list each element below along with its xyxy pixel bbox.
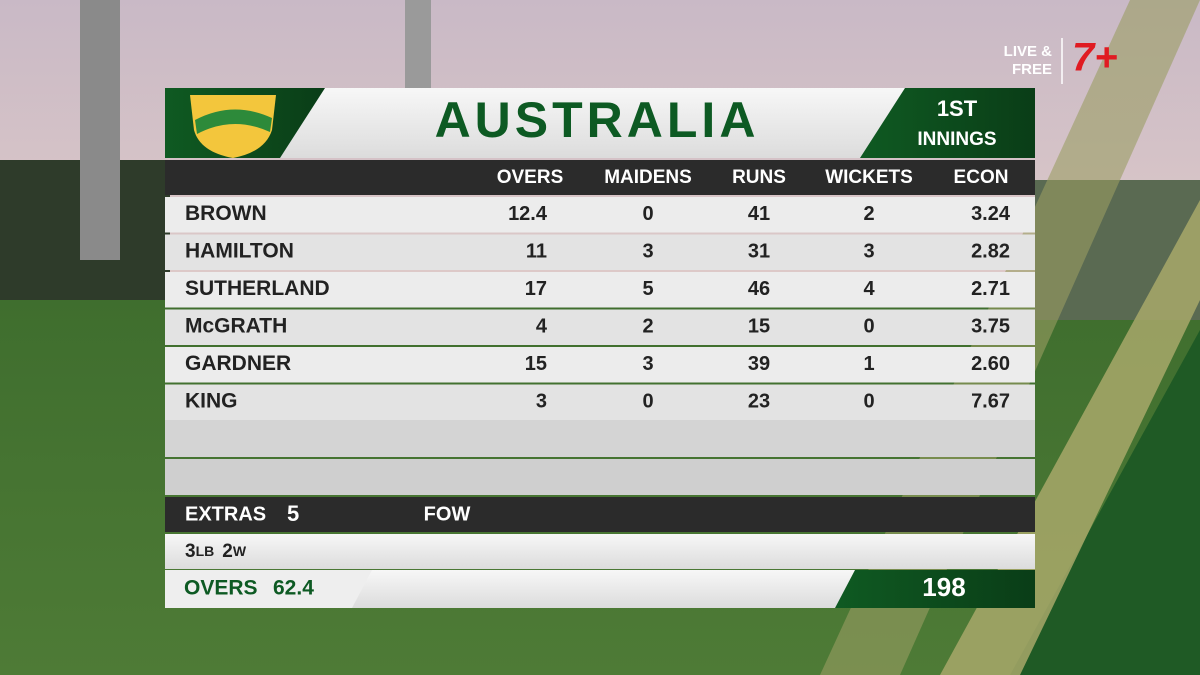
bowler-name: HAMILTON [185,240,294,263]
stat-cell: 0 [863,390,874,412]
stat-cell: 3 [642,353,653,375]
stat-cell: 41 [748,203,770,225]
fow-bar [165,497,1035,532]
stat-cell: 0 [863,315,874,337]
stat-cell: 0 [642,203,653,225]
bowler-name: BROWN [185,202,267,225]
extras-kind: W [233,543,247,559]
stat-cell: 17 [525,278,547,300]
live-free: LIVE & [1004,43,1053,60]
stat-cell: 12.4 [508,203,548,225]
extras-count: 2 [222,541,233,562]
stat-cell: 15 [748,315,770,337]
column-header: OVERS [497,167,564,188]
stat-cell: 3 [536,390,547,412]
stat-cell: 31 [748,240,770,262]
stat-cell: 15 [525,353,547,375]
live-free: FREE [1012,61,1052,78]
bowler-name: McGRATH [185,315,287,338]
stat-cell: 3 [642,240,653,262]
stat-cell: 1 [863,353,874,375]
row-bg [165,309,1035,345]
bowler-name: GARDNER [185,352,291,375]
overs-label: OVERS [184,577,258,600]
row-bg [165,272,1035,308]
team-title: AUSTRALIA [435,92,760,148]
innings: 1ST [937,96,978,121]
row-bg [165,347,1035,383]
stat-cell: 3.75 [971,315,1010,337]
empty-row [165,420,1035,457]
total-panel [835,570,1035,608]
row-bg [165,384,1035,420]
overs-value: 62.4 [273,577,314,600]
fow-label: FOW [424,503,471,525]
stat-cell: 2 [642,315,653,337]
stat-cell: 5 [642,278,653,300]
column-header-bar [165,160,1035,195]
bowler-name: KING [185,390,238,413]
emblem [190,95,276,158]
stat-cell: 2 [863,203,874,225]
total: 198 [922,572,965,602]
stat-cell: 23 [748,390,770,412]
innings: INNINGS [917,129,996,150]
light-tower [80,0,120,260]
stat-cell: 4 [536,315,548,337]
stat-cell: 4 [863,278,875,300]
stat-cell: 39 [748,353,770,375]
stat-cell: 7.67 [971,390,1010,412]
row-bg [165,234,1035,270]
stat-cell: 2.71 [971,278,1010,300]
column-header: MAIDENS [604,167,692,188]
bowler-name: SUTHERLAND [185,277,330,300]
stat-cell: 3.24 [971,203,1011,225]
emblem [195,109,272,134]
extras-value: 5 [287,501,299,526]
fow-row [165,534,1035,569]
logo: 7+ [1072,36,1118,80]
extras-count: 3 [185,541,196,562]
innings-panel [860,88,1035,158]
column-header: WICKETS [825,167,913,188]
empty-row [165,459,1035,495]
column-header: ECON [954,167,1009,188]
extras-label: EXTRAS [185,503,266,525]
extras-kind: LB [196,543,215,559]
light-tower [405,0,431,88]
stat-cell: 2.82 [971,240,1010,262]
row-bg [165,197,1035,233]
stat-cell: 2.60 [971,353,1010,375]
extras-detail: 3LB 2W [185,541,247,562]
column-header: RUNS [732,167,786,188]
overs-panel [165,570,372,608]
stat-cell: 46 [748,278,770,300]
stat-cell: 0 [642,390,653,412]
stat-cell: 11 [526,240,547,262]
stat-cell: 3 [863,240,874,262]
